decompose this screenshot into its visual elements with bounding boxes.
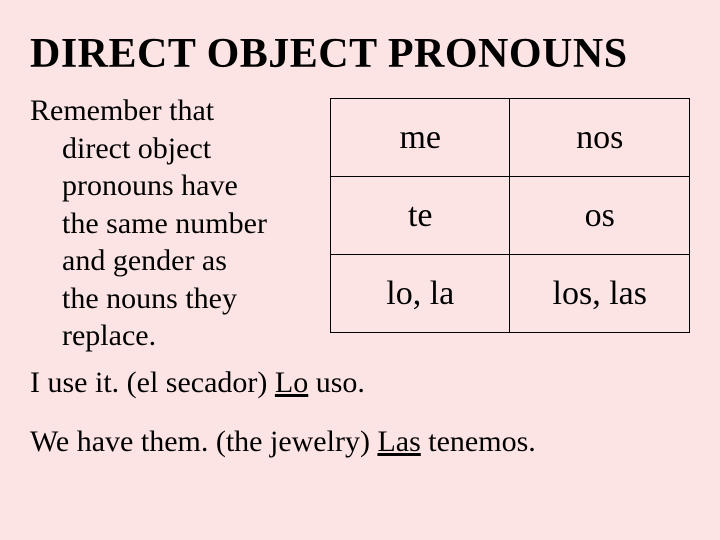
table-row: te os (331, 177, 690, 255)
desc-line: and gender as (30, 242, 310, 280)
example-underline: Lo (275, 366, 308, 399)
example-text: tenemos. (421, 425, 536, 458)
example-sentence: We have them. (the jewelry) Las tenemos. (30, 422, 690, 461)
example-text: We have them. (the jewelry) (30, 425, 377, 458)
desc-line: replace. (30, 317, 310, 355)
table-cell: los, las (510, 255, 690, 333)
example-sentence: I use it. (el secador) Lo uso. (30, 363, 690, 402)
table-row: me nos (331, 99, 690, 177)
table-cell: os (510, 177, 690, 255)
desc-line: the same number (30, 205, 310, 243)
example-underline: Las (377, 425, 420, 458)
desc-line: direct object (30, 130, 310, 168)
desc-line: the nouns they (30, 280, 310, 318)
example-text: uso. (308, 366, 365, 399)
page-title: DIRECT OBJECT PRONOUNS (30, 30, 690, 78)
example-text: I use it. (el secador) (30, 366, 275, 399)
table-row: lo, la los, las (331, 255, 690, 333)
description-text: Remember that direct object pronouns hav… (30, 92, 310, 355)
table-cell: lo, la (331, 255, 510, 333)
table-cell: nos (510, 99, 690, 177)
desc-line: Remember that (30, 92, 310, 130)
table-cell: me (331, 99, 510, 177)
examples-block: I use it. (el secador) Lo uso. We have t… (30, 363, 690, 461)
table-cell: te (331, 177, 510, 255)
pronoun-table: me nos te os lo, la los, las (330, 98, 690, 333)
desc-line: pronouns have (30, 167, 310, 205)
middle-row: Remember that direct object pronouns hav… (30, 92, 690, 355)
